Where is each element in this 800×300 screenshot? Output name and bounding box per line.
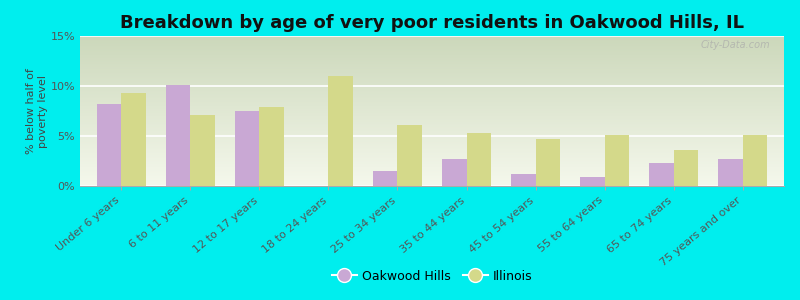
Bar (718, 159, 742, 186)
Bar (605, 135, 629, 186)
Bar (511, 174, 535, 186)
Bar (98, 104, 122, 186)
Bar (674, 150, 698, 186)
Bar (190, 115, 214, 186)
Bar (535, 139, 560, 186)
Bar (235, 111, 259, 186)
Bar (580, 177, 605, 186)
Bar (398, 125, 422, 186)
Bar (329, 76, 353, 186)
Text: City-Data.com: City-Data.com (700, 40, 770, 50)
Bar (166, 85, 190, 186)
Bar (650, 163, 674, 186)
Bar (442, 159, 466, 186)
Bar (374, 171, 398, 186)
Y-axis label: % below half of
poverty level: % below half of poverty level (26, 68, 48, 154)
Bar (466, 133, 490, 186)
Legend: Oakwood Hills, Illinois: Oakwood Hills, Illinois (326, 265, 538, 288)
Bar (122, 93, 146, 186)
Bar (259, 107, 284, 186)
Bar (742, 135, 766, 186)
Title: Breakdown by age of very poor residents in Oakwood Hills, IL: Breakdown by age of very poor residents … (120, 14, 744, 32)
